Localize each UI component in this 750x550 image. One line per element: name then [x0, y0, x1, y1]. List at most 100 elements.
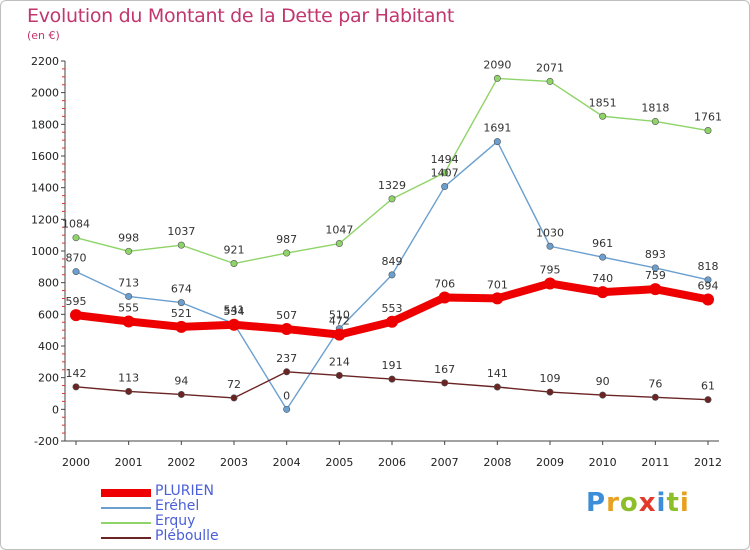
data-point — [651, 117, 659, 125]
x-tick-label: 2003 — [220, 456, 248, 469]
legend-label: Eréhel — [155, 498, 200, 514]
data-point — [70, 309, 82, 322]
data-label: 94 — [174, 374, 188, 387]
data-label: 142 — [66, 367, 87, 380]
data-point — [599, 391, 607, 399]
data-point — [704, 127, 712, 135]
data-point — [546, 242, 554, 250]
data-label: 2090 — [483, 58, 511, 71]
data-label: 1047 — [325, 224, 353, 237]
data-point — [651, 264, 659, 272]
y-tick-label: 0 — [52, 403, 59, 416]
y-tick-label: 1600 — [31, 150, 59, 163]
data-point — [280, 323, 293, 336]
legend-swatch — [101, 506, 151, 509]
y-tick-label: 2000 — [31, 87, 59, 100]
data-point — [441, 379, 449, 387]
data-point — [704, 396, 712, 404]
y-tick-label: 1800 — [31, 118, 59, 131]
data-label: 1691 — [483, 122, 511, 135]
data-point — [333, 328, 346, 341]
y-tick-label: 200 — [38, 372, 59, 385]
data-label: 214 — [329, 355, 350, 368]
data-label: 795 — [540, 263, 561, 276]
chart-subtitle: (en €) — [27, 29, 60, 42]
data-point — [493, 74, 501, 82]
data-label: 61 — [701, 380, 715, 393]
data-point — [125, 387, 133, 395]
data-label: 1037 — [167, 225, 195, 238]
data-point — [491, 292, 504, 305]
data-point — [283, 405, 291, 413]
data-label: 1084 — [62, 218, 90, 231]
x-tick-label: 2005 — [325, 456, 353, 469]
data-point — [704, 276, 712, 284]
data-label: 595 — [66, 295, 87, 308]
x-tick-label: 2011 — [641, 456, 669, 469]
data-point — [438, 291, 451, 304]
data-point — [72, 234, 80, 242]
data-point — [177, 390, 185, 398]
data-point — [599, 253, 607, 261]
data-point — [546, 77, 554, 85]
data-label: 674 — [171, 283, 192, 296]
data-label: 1329 — [378, 179, 406, 192]
data-label: 1818 — [641, 101, 669, 114]
data-label: 759 — [645, 269, 666, 282]
data-point — [283, 249, 291, 257]
data-label: 541 — [224, 304, 245, 317]
data-label: 534 — [224, 305, 245, 318]
data-point — [386, 315, 398, 328]
data-label: 713 — [118, 276, 139, 289]
data-label: 694 — [698, 279, 719, 292]
logo-letter: P — [586, 488, 607, 518]
x-tick-label: 2000 — [62, 456, 90, 469]
data-label: 141 — [487, 367, 508, 380]
data-label: 740 — [592, 272, 613, 285]
y-tick-label: 1200 — [31, 213, 59, 226]
data-label: 167 — [434, 363, 455, 376]
logo-letter: r — [606, 488, 620, 518]
data-label: 555 — [118, 301, 139, 314]
data-point — [702, 293, 714, 306]
legend-swatch — [101, 536, 151, 539]
data-label: 191 — [382, 359, 403, 372]
data-point — [544, 277, 556, 290]
data-point — [493, 138, 501, 146]
logo-letter: t — [666, 488, 680, 518]
y-tick-label: -200 — [34, 435, 59, 448]
y-tick-label: 400 — [38, 340, 59, 353]
data-point — [228, 318, 240, 331]
x-tick-label: 2010 — [589, 456, 617, 469]
logo-letter: i — [679, 488, 690, 518]
x-tick-label: 2012 — [694, 456, 722, 469]
data-label: 1761 — [694, 111, 722, 124]
y-tick-label: 1400 — [31, 182, 59, 195]
data-point — [177, 241, 185, 249]
x-tick-label: 2007 — [431, 456, 459, 469]
data-point — [596, 286, 609, 299]
legend-label: Pléboulle — [155, 528, 219, 544]
logo-letter: x — [638, 488, 657, 518]
data-label: 553 — [382, 302, 403, 315]
data-label: 109 — [540, 372, 561, 385]
data-label: 0 — [283, 389, 290, 402]
data-point — [72, 383, 80, 391]
data-label: 521 — [171, 307, 192, 320]
data-label: 1851 — [589, 96, 617, 109]
data-point — [651, 393, 659, 401]
data-point — [122, 315, 135, 328]
legend-swatch — [101, 488, 151, 497]
data-label: 90 — [596, 375, 610, 388]
data-point — [72, 268, 80, 276]
data-point — [125, 292, 133, 300]
data-label: 870 — [66, 252, 87, 265]
legend-label: Erquy — [155, 513, 196, 529]
data-label: 818 — [698, 260, 719, 273]
data-label: 510 — [329, 309, 350, 322]
x-tick-label: 2001 — [115, 456, 143, 469]
data-label: 507 — [276, 309, 297, 322]
data-point — [230, 394, 238, 402]
